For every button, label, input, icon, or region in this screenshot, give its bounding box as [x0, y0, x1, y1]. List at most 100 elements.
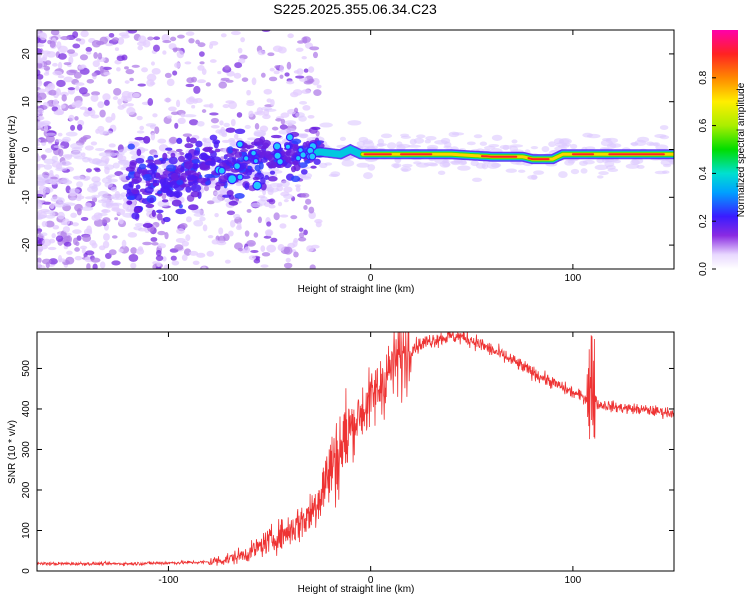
- spectrogram-noise-blob: [267, 52, 275, 57]
- spectrogram-noise-blob: [37, 57, 44, 64]
- spectrogram-noise-blob: [283, 262, 293, 269]
- spectrogram-halo-blob: [407, 144, 422, 148]
- spectrogram-noise-blob: [185, 31, 195, 36]
- spectrogram-noise-blob: [184, 61, 192, 65]
- spectrogram-noise-blob: [202, 224, 208, 232]
- spectrogram-halo-blob: [68, 188, 81, 194]
- spectrogram-noise-blob: [103, 233, 110, 241]
- spectrogram-noise-blob: [156, 261, 161, 268]
- spectrogram-noise-blob: [37, 209, 43, 215]
- spectrogram-noise-blob: [76, 235, 82, 241]
- spectrogram-noise-blob: [270, 237, 278, 243]
- spectrogram-core-blob: [162, 216, 171, 223]
- spectrogram-noise-blob: [273, 70, 280, 75]
- spectrogram-noise-blob: [237, 57, 246, 64]
- spectrogram-noise-blob: [52, 62, 58, 67]
- spectrogram-core-blob: [133, 171, 141, 179]
- spectrogram-halo-blob: [61, 202, 76, 206]
- snr-x-axis-label: Height of straight line (km): [298, 584, 415, 595]
- spectrogram-noise-blob: [85, 250, 95, 256]
- spectrogram-noise-blob: [254, 122, 260, 130]
- spectrogram-core-blob: [149, 197, 155, 204]
- spectrogram-noise-blob: [237, 247, 243, 252]
- spectrogram-noise-blob: [225, 79, 234, 83]
- spectrogram-noise-blob: [55, 235, 64, 242]
- spectrogram-noise-blob: [116, 67, 121, 72]
- spectrogram-halo-blob: [509, 144, 524, 148]
- spectrogram-noise-blob: [129, 77, 134, 82]
- spectrogram-noise-blob: [138, 35, 147, 44]
- spectrogram-core-blob: [185, 186, 192, 193]
- spectrogram-core-blob: [212, 139, 221, 145]
- spectrogram-y-tick-label: 20: [21, 48, 32, 60]
- spectrogram-core-blob: [253, 137, 264, 146]
- spectrogram-halo-blob: [70, 142, 84, 150]
- spectrogram-core-blob: [134, 136, 145, 141]
- spectrogram-noise-blob: [147, 36, 154, 41]
- spectrogram-noise-blob: [49, 202, 55, 210]
- spectrogram-halo-blob: [630, 142, 639, 147]
- spectrogram-halo-blob: [199, 216, 206, 222]
- spectrogram-halo-blob: [43, 158, 56, 165]
- spectrogram-noise-blob: [306, 245, 314, 252]
- spectrogram-halo-blob: [363, 172, 373, 180]
- spectrogram-noise-blob: [176, 50, 185, 59]
- spectrogram-noise-blob: [244, 246, 251, 254]
- spectrogram-noise-blob: [255, 257, 260, 261]
- spectrogram-core-blob: [160, 186, 170, 193]
- spectrogram-noise-blob: [61, 94, 67, 102]
- spectrogram-noise-blob: [290, 215, 298, 220]
- spectrogram-noise-blob: [108, 143, 116, 148]
- spectrogram-halo-blob: [283, 193, 294, 199]
- spectrogram-noise-blob: [124, 80, 130, 84]
- spectrogram-halo-blob: [48, 179, 63, 185]
- spectrogram-noise-blob: [156, 213, 163, 221]
- spectrogram-core-blob: [195, 140, 203, 148]
- spectrogram-noise-blob: [240, 37, 246, 43]
- spectrogram-noise-blob: [103, 72, 111, 76]
- spectrogram-halo-blob: [250, 202, 263, 208]
- spectrogram-noise-blob: [63, 76, 73, 83]
- spectrogram-noise-blob: [248, 110, 254, 118]
- spectrogram-halo-blob: [423, 162, 438, 167]
- spectrogram-noise-blob: [279, 214, 289, 218]
- spectrogram-halo-blob: [55, 167, 68, 172]
- spectrogram-halo-blob: [37, 205, 43, 210]
- spectrogram-core-blob: [184, 143, 194, 149]
- snr-y-tick-label: 400: [21, 400, 32, 417]
- spectrogram-noise-blob: [309, 264, 316, 269]
- spectrogram-noise-blob: [261, 252, 271, 257]
- spectrogram-bright-dot: [252, 157, 260, 165]
- spectrogram-core-blob: [269, 170, 276, 175]
- spectrogram-noise-blob: [57, 255, 63, 263]
- spectrogram-core-blob: [190, 184, 202, 193]
- spectrogram-x-ticks: -100 0 100: [158, 30, 582, 284]
- spectrogram-halo-blob: [45, 132, 56, 136]
- spectrogram-halo-blob: [260, 196, 268, 202]
- spectrogram-noise-blob: [111, 235, 118, 239]
- spectrogram-noise-blob: [102, 93, 111, 101]
- spectrogram-noise-blob: [233, 72, 242, 79]
- spectrogram-noise-blob: [218, 227, 224, 235]
- spectrogram-noise-blob: [185, 83, 195, 88]
- spectrogram-noise-blob: [49, 169, 54, 176]
- spectrogram-noise-blob: [105, 116, 113, 123]
- spectrogram-noise-blob: [76, 124, 83, 131]
- spectrogram-noise-blob: [280, 112, 290, 118]
- spectrogram-core-blob: [240, 148, 249, 153]
- spectrogram-halo-blob: [499, 144, 512, 150]
- spectrogram-noise-blob: [93, 51, 99, 59]
- spectrogram-noise-blob: [45, 85, 51, 93]
- spectrogram-noise-blob: [298, 237, 307, 242]
- spectrogram-noise-blob: [37, 142, 41, 147]
- spectrogram-noise-blob: [70, 212, 77, 218]
- spectrogram-noise-blob: [68, 114, 75, 122]
- spectrogram-noise-blob: [303, 80, 313, 85]
- spectrogram-halo-blob: [269, 182, 283, 188]
- snr-y-axis-label: SNR (10 * v/v): [7, 420, 18, 484]
- spectrogram-noise-blob: [268, 198, 276, 205]
- spectrogram-halo-blob: [94, 147, 105, 152]
- spectrogram-noise-blob: [37, 62, 43, 69]
- spectrogram-core-blob: [285, 156, 292, 163]
- spectrogram-noise-blob: [179, 223, 188, 229]
